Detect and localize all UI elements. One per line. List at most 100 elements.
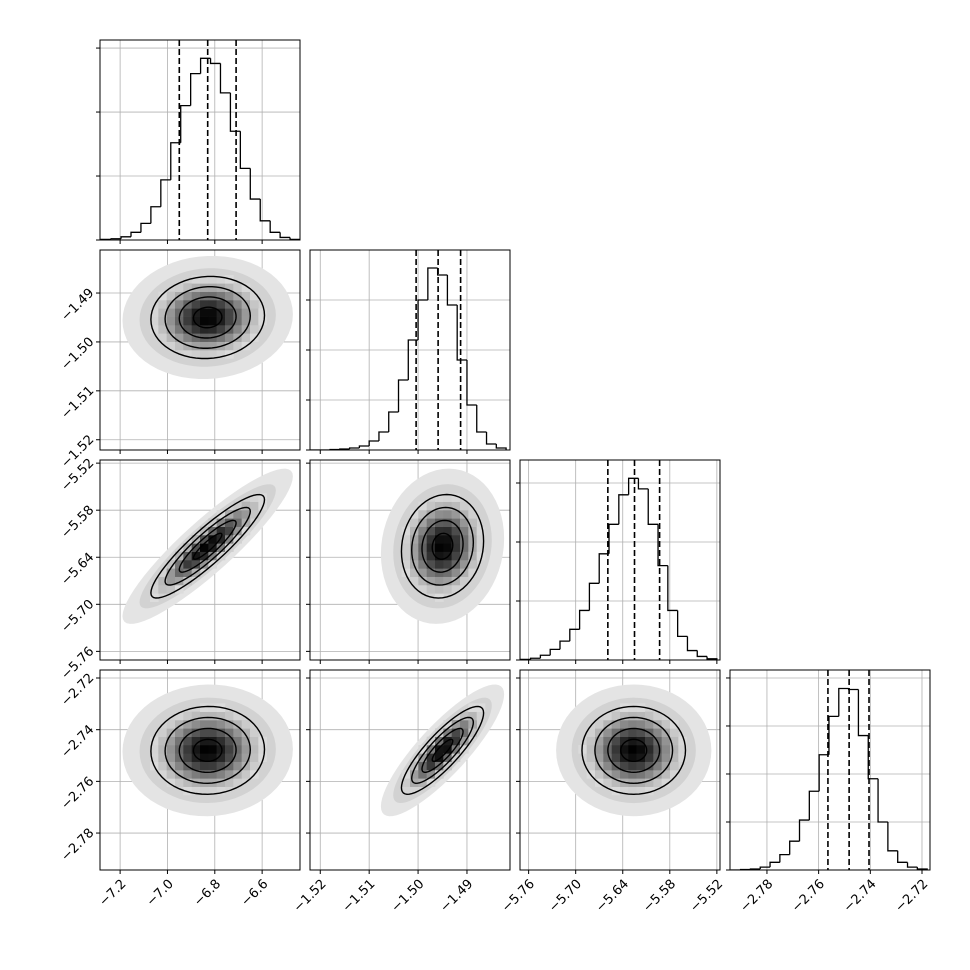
density-cell [401, 543, 411, 552]
density-cell [150, 316, 159, 326]
histogram-bin [877, 778, 888, 823]
density-cell [595, 770, 604, 779]
x-tick-label: −2.74 [841, 877, 880, 916]
density-cell [435, 551, 444, 561]
y-tick-label: −1.51 [59, 384, 98, 423]
panel-plot [310, 670, 510, 870]
x-tick-label: −1.52 [291, 877, 330, 916]
density-cell [208, 720, 217, 729]
density-cell [443, 576, 452, 586]
density-cell [410, 770, 419, 779]
histogram-bin [906, 862, 918, 868]
contour [192, 532, 223, 560]
density-cell [426, 745, 436, 754]
density-cell [208, 703, 217, 712]
density-cell [603, 720, 612, 729]
density-cell [216, 543, 226, 552]
density-cell [191, 761, 201, 771]
histogram-bin [417, 299, 428, 340]
density-cell [150, 745, 159, 754]
density-cell [645, 778, 654, 787]
density-cell [208, 275, 217, 284]
panel-frame [99, 39, 301, 241]
density-cell [233, 770, 242, 779]
histogram-bin [657, 524, 668, 567]
density-cell [620, 711, 629, 721]
density-cell [611, 778, 621, 787]
density-cell [468, 728, 477, 737]
panel: −7.2 −7.0 −6.8 −6.6−2.78−2.76−2.74−2.72 [59, 669, 301, 910]
density-cell [435, 526, 444, 536]
panel [306, 249, 511, 454]
panel-plot [730, 670, 930, 870]
histogram-bin [588, 582, 600, 611]
histogram-bin [608, 523, 619, 554]
y-tick-label: −5.70 [59, 597, 98, 636]
density-cell [435, 576, 444, 586]
density-cell [451, 518, 461, 527]
density-cell [175, 333, 184, 342]
density-cell [241, 728, 251, 737]
density-cell [166, 560, 176, 569]
density-cell [611, 753, 621, 762]
density-cell [410, 761, 419, 771]
density-cell [166, 316, 176, 326]
histogram-bin [887, 821, 898, 852]
density-cell [233, 510, 242, 519]
density-cell [426, 535, 436, 544]
histogram-bin [789, 840, 800, 855]
density-cell [208, 283, 217, 292]
density-cell [241, 761, 251, 771]
density-cell [208, 728, 217, 737]
density-cell [418, 535, 427, 544]
histogram-bin [368, 440, 379, 446]
density-cell [636, 711, 646, 721]
x-tick-label: −5.52 [687, 877, 726, 916]
histogram-bin [578, 609, 590, 630]
histogram-bin [779, 853, 790, 863]
density-cell [183, 350, 192, 359]
histogram-bin [857, 689, 869, 737]
density-cell [216, 761, 226, 771]
contour [411, 716, 475, 784]
density-cell [183, 551, 192, 561]
density-cell [191, 551, 201, 561]
density-cell [225, 291, 234, 301]
histogram-bin [279, 232, 291, 239]
histogram-bin [289, 237, 300, 240]
contour [164, 716, 252, 785]
density-cell [628, 745, 637, 754]
density-cell [200, 316, 209, 326]
density-cell [418, 778, 427, 787]
panel-frame [309, 459, 511, 661]
contour [594, 716, 674, 785]
density-cell [166, 568, 176, 577]
density-cell [175, 341, 184, 351]
histogram-bin [446, 275, 458, 306]
density-cell [166, 576, 176, 586]
density-cell [208, 325, 217, 334]
density-cell [191, 711, 201, 721]
density-cell [611, 736, 621, 746]
panel-frame [99, 459, 301, 661]
density-cell [175, 753, 184, 762]
density-cell [200, 736, 209, 746]
density-cell [460, 518, 469, 527]
density-cell [451, 568, 461, 577]
density-cell [208, 761, 217, 771]
histogram-bin [427, 267, 438, 300]
density-cell [158, 291, 167, 301]
density-cell [460, 551, 469, 561]
x-tick-label: −5.64 [593, 877, 632, 916]
histogram-bin [828, 715, 839, 755]
density-cell [443, 568, 452, 577]
density-cell [225, 736, 234, 746]
density-cell [661, 770, 671, 779]
x-tick-label: −7.2 [96, 877, 129, 910]
density-cell [661, 753, 671, 762]
density-cell [166, 761, 176, 771]
panel-frame [99, 669, 301, 871]
density-cell [435, 728, 444, 737]
density-cell [208, 786, 217, 796]
y-tick-label: −2.74 [59, 722, 98, 761]
